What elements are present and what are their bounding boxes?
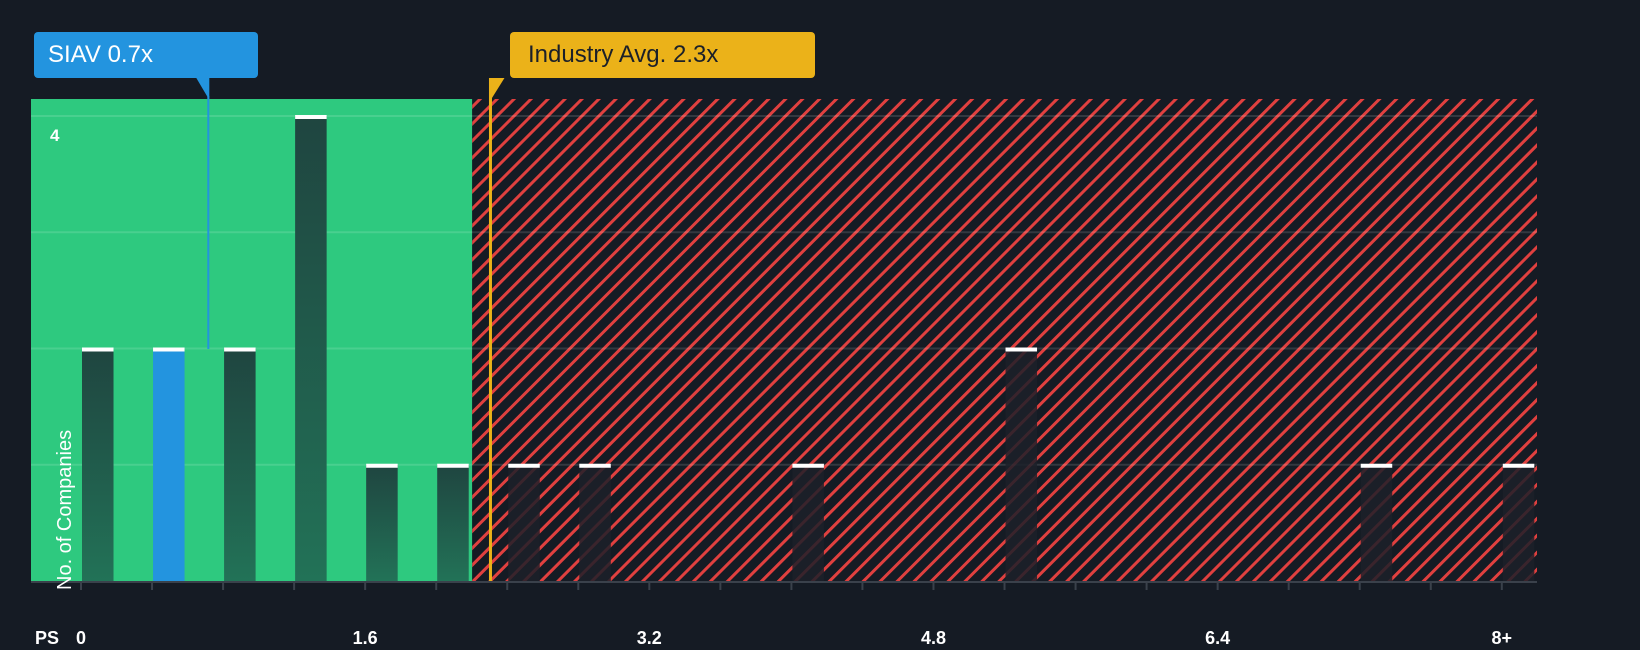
bar-cap	[437, 463, 469, 468]
bars	[82, 115, 1535, 581]
histogram-bar	[437, 464, 469, 581]
histogram-bar	[82, 348, 114, 581]
histogram-bar	[508, 464, 540, 581]
zones	[31, 99, 1538, 581]
histogram-bar	[1005, 348, 1038, 581]
company-callout-pointer	[196, 78, 210, 100]
bar-cap	[1005, 347, 1038, 352]
bar-cap	[224, 347, 256, 352]
bar-cap	[579, 463, 611, 468]
bar-cap	[82, 347, 114, 352]
x-tick-label: 8+	[1491, 628, 1513, 648]
bar-cap	[792, 463, 824, 468]
marker-lines	[196, 78, 505, 581]
x-tick-label: 6.4	[1205, 628, 1231, 648]
histogram-bar	[295, 116, 327, 581]
histogram-bar	[1360, 464, 1393, 581]
company-ps-label: SIAV 0.7x	[48, 41, 153, 68]
x-tick-label: 3.2	[636, 628, 662, 648]
gridlines	[31, 115, 1537, 466]
bar-cap	[1360, 463, 1393, 468]
histogram-bar	[153, 348, 185, 581]
bar-cap	[508, 463, 540, 468]
histogram-bar	[224, 348, 256, 581]
x-tick-label: 1.6	[352, 628, 378, 648]
y-axis-label: No. of Companies	[54, 429, 76, 590]
company-ps-callout: SIAV 0.7x	[34, 32, 258, 78]
x-axis	[31, 581, 1537, 590]
bar-cap	[295, 115, 327, 119]
y-tick-label: 4	[50, 126, 60, 145]
histogram-bar	[792, 464, 824, 581]
bar-cap	[1502, 463, 1535, 468]
x-tick-label: 0	[75, 628, 87, 648]
industry-avg-label: Industry Avg. 2.3x	[528, 41, 719, 68]
histogram-bar	[1502, 464, 1535, 581]
bar-cap	[366, 463, 398, 468]
bar-cap	[153, 347, 185, 352]
overvalued-zone	[472, 99, 1538, 581]
x-axis-name: PS	[35, 628, 60, 648]
histogram-bar	[579, 464, 611, 581]
industry-avg-callout: Industry Avg. 2.3x	[510, 32, 815, 78]
industry-callout-pointer	[489, 78, 505, 102]
x-tick-label: 4.8	[920, 628, 946, 648]
histogram-bar	[366, 464, 398, 581]
